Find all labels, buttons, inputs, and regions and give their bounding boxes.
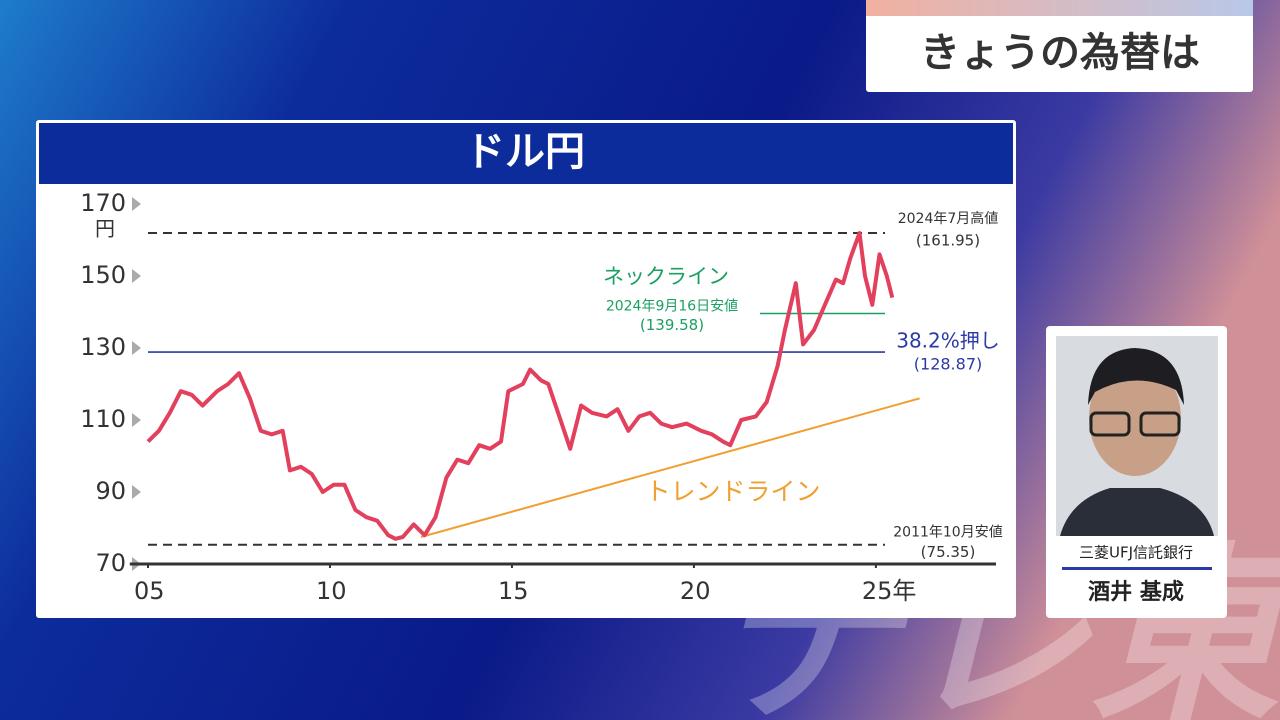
- y-tick-mark: [132, 197, 141, 211]
- guest-photo-body: [1060, 488, 1214, 536]
- reference-label: 2011年10月安値: [893, 525, 1002, 541]
- y-tick-label: 170: [80, 189, 126, 217]
- y-tick-mark: [132, 341, 141, 355]
- chart-title: ドル円: [465, 129, 585, 175]
- guest-photo-glasses: [1139, 411, 1181, 437]
- y-tick-label: 110: [80, 405, 126, 433]
- trendline-label: トレンドライン: [645, 477, 820, 506]
- x-tick-label: 15: [498, 577, 529, 605]
- y-unit: 円: [95, 217, 115, 241]
- reference-label: 2024年7月高値: [898, 210, 999, 227]
- y-tick-mark: [132, 485, 141, 499]
- reference-name: ネックライン: [603, 265, 729, 289]
- price-line: [146, 231, 895, 541]
- guest-name: 酒井 基成: [1088, 580, 1184, 605]
- reference-value-label: (161.95): [916, 231, 980, 249]
- x-tick-label: 05: [134, 577, 165, 605]
- header-title: きょうの為替は: [920, 30, 1200, 76]
- y-tick-label: 90: [95, 477, 126, 505]
- plot: 70 90 110 130 150 170 05 10 15 20 25年 2024年7月高値 (161…: [80, 189, 1003, 605]
- header-box: [866, 0, 1253, 92]
- guest-photo-face: [1089, 360, 1181, 476]
- reference-label: 2024年9月16日安値: [606, 299, 738, 315]
- guest-rule: [1062, 567, 1212, 570]
- reference-value-label: (75.35): [921, 543, 976, 561]
- reference-label: 38.2%押し: [896, 329, 1000, 353]
- header-strip: [866, 0, 1253, 16]
- guest-photo-glasses: [1089, 411, 1131, 437]
- y-tick-mark: [132, 269, 141, 283]
- x-tick-label: 20: [680, 577, 711, 605]
- guest-photo-hair: [1088, 348, 1184, 405]
- y-tick-label: 150: [80, 261, 126, 289]
- guest-company: 三菱UFJ信託銀行: [1079, 544, 1193, 562]
- y-tick-label: 70: [95, 549, 126, 577]
- reference-value-label: (128.87): [914, 355, 982, 374]
- x-tick-label: 25年: [862, 577, 917, 605]
- x-tick-label: 10: [316, 577, 347, 605]
- reference-value-label: (139.58): [640, 316, 704, 334]
- y-tick-mark: [132, 413, 141, 427]
- trendline: [420, 397, 920, 538]
- chart-title-bar: [39, 123, 1013, 184]
- chart-panel: [36, 120, 1016, 618]
- y-tick-label: 130: [80, 333, 126, 361]
